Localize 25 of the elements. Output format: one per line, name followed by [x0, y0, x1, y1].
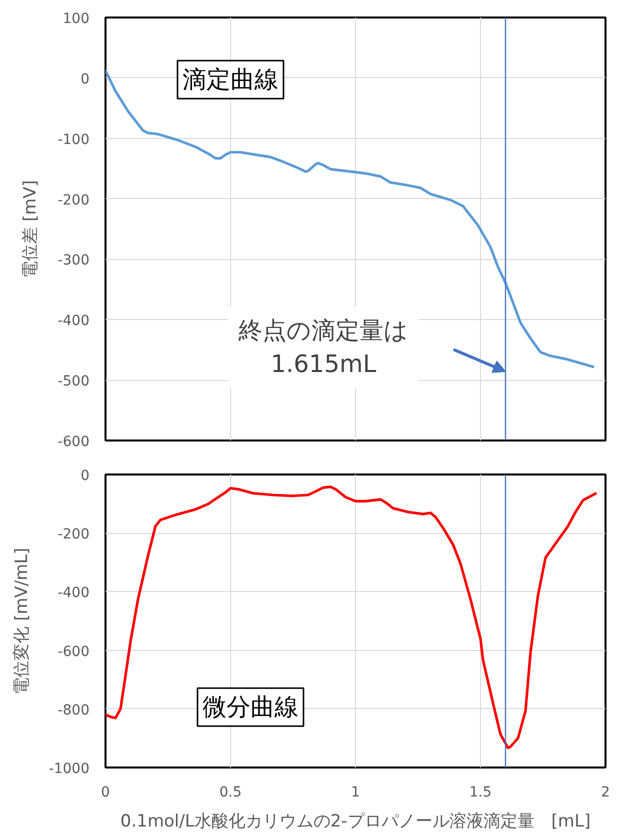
y-tick-label: -500 — [58, 374, 90, 390]
y-axis-title: 電位変化 [mV/mL] — [12, 548, 32, 694]
y-tick-label: -800 — [58, 702, 90, 718]
text: 微分曲線 — [202, 693, 298, 722]
x-axis-title: 0.1mol/L水酸化カリウムの2-プロパノール溶液滴定量 [mL] — [120, 812, 591, 832]
x-tick-label: 0.5 — [219, 784, 242, 800]
y-tick-label: 100 — [62, 11, 90, 27]
x-tick-label: 1 — [351, 784, 360, 800]
x-tick-label: 0 — [101, 784, 110, 800]
y-tick-label: -100 — [58, 132, 90, 148]
y-tick-label: -200 — [58, 526, 90, 543]
y-tick-label: -400 — [58, 313, 90, 330]
y-tick-label: -1000 — [48, 761, 90, 777]
y-tick-label: -200 — [58, 192, 90, 208]
y-tick-label: 0 — [80, 468, 90, 484]
x-tick-label: 1.5 — [469, 784, 492, 800]
annotation: 終点の滴定量は 1.615mL — [238, 316, 408, 378]
y-tick-label: -600 — [58, 434, 90, 450]
y-axis-title: 電位差 [mV] — [20, 180, 41, 278]
y-tick-label: -400 — [58, 585, 90, 602]
x-tick-label: 2 — [601, 784, 610, 800]
y-tick-label: 0 — [80, 71, 90, 88]
y-tick-label: -600 — [58, 644, 90, 660]
text: 滴定曲線 — [182, 66, 278, 94]
y-tick-label: -300 — [58, 252, 90, 269]
